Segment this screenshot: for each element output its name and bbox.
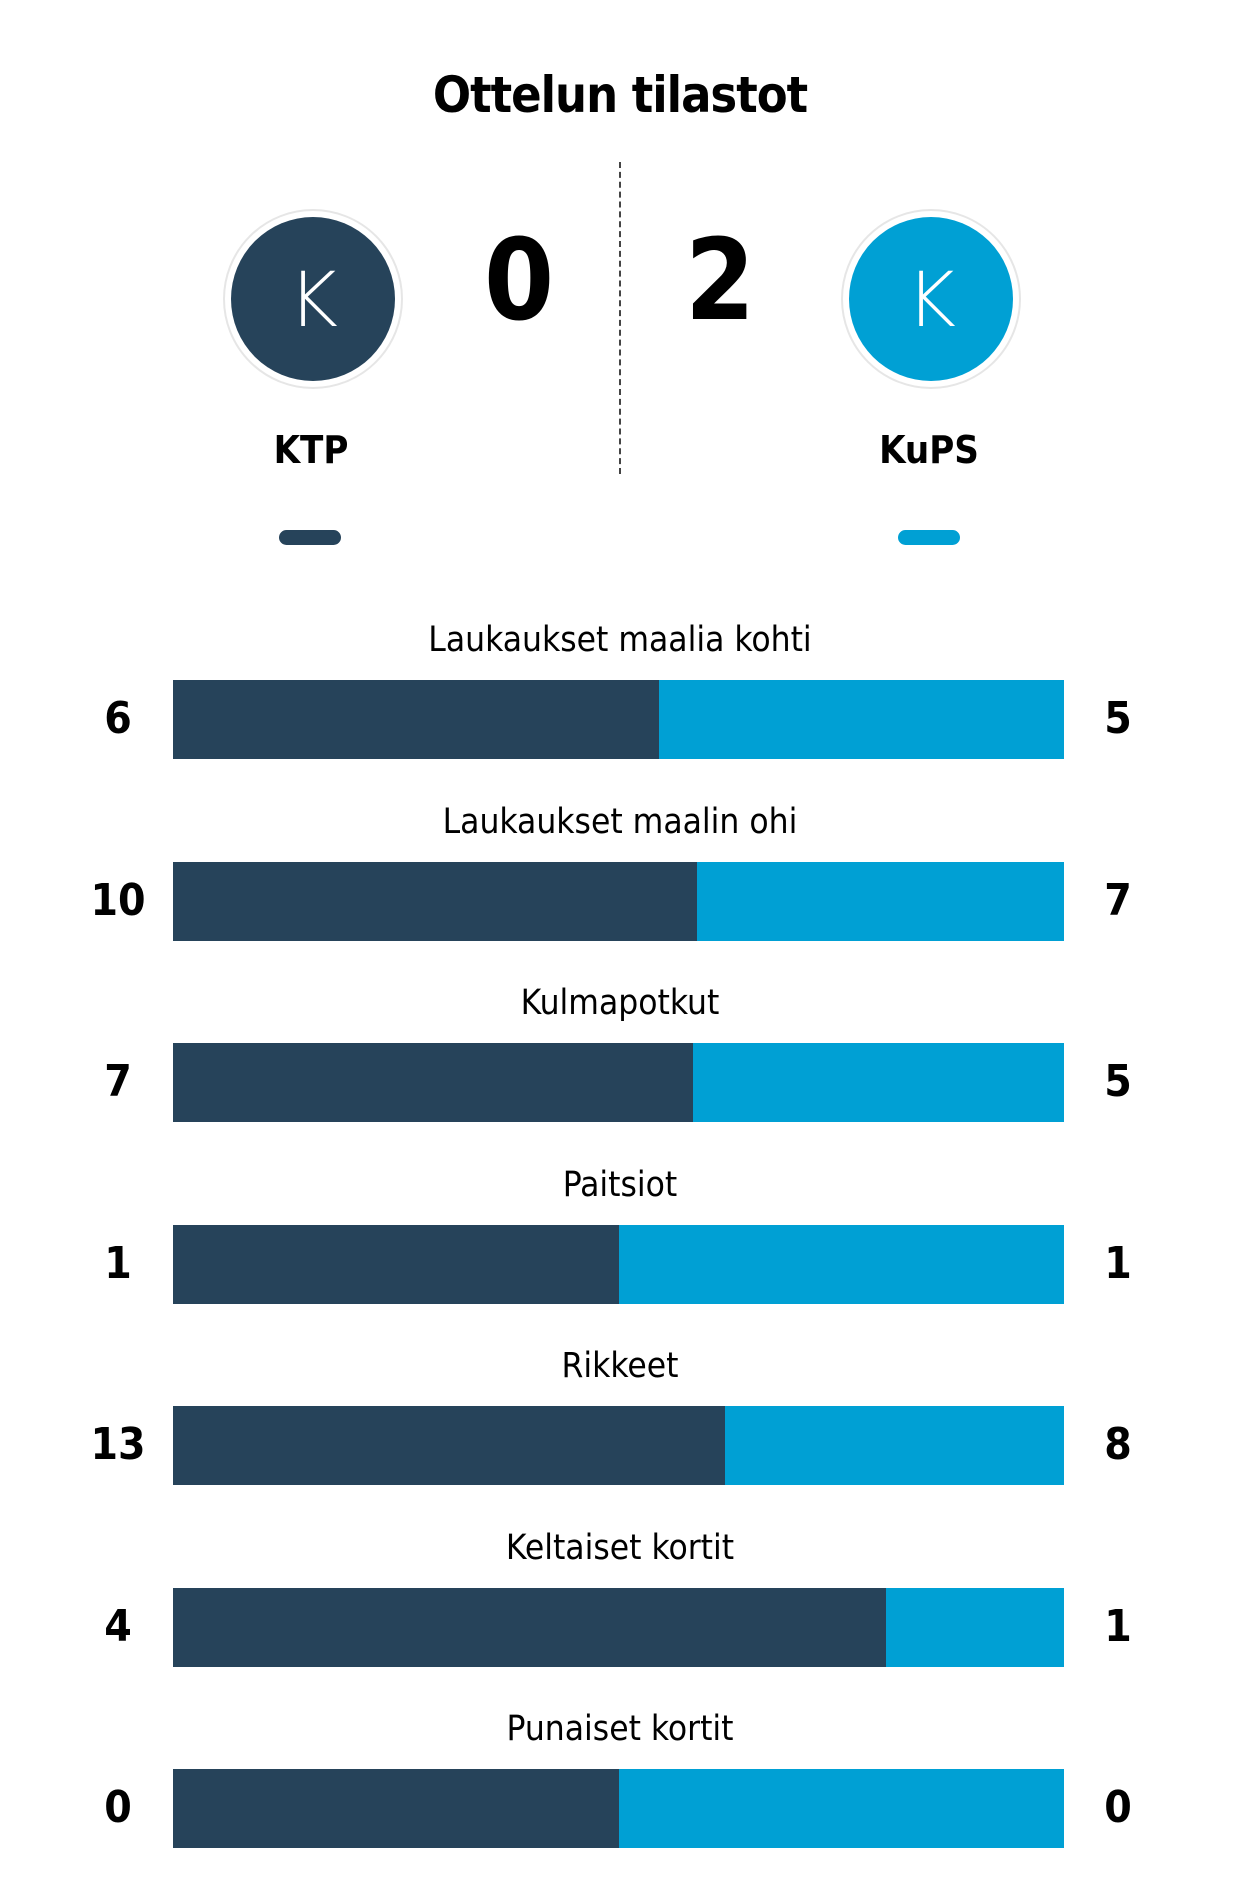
- away-color-indicator: [898, 530, 960, 545]
- page-title: Ottelun tilastot: [432, 66, 808, 124]
- away-bar-segment: [659, 680, 1064, 759]
- home-bar-segment: [173, 1406, 725, 1485]
- home-color-indicator: [279, 530, 341, 545]
- home-bar-segment: [173, 861, 698, 941]
- home-score: 0: [483, 216, 555, 346]
- stat-label: Kulmapotkut: [520, 983, 720, 1023]
- stat-bar: [173, 1769, 1064, 1848]
- away-bar-segment: [697, 861, 1064, 941]
- stat-label: Laukaukset maalia kohti: [428, 620, 812, 660]
- stat-label: Keltaiset kortit: [505, 1527, 735, 1568]
- stat-row: Keltaiset kortit 4 1: [0, 1526, 1240, 1706]
- stat-bar: [173, 1224, 1064, 1304]
- home-stat-value: 0: [104, 1782, 132, 1833]
- stat-label: Punaiset kortit: [506, 1709, 734, 1749]
- away-bar-segment: [692, 1043, 1064, 1122]
- away-stat-value: 7: [1104, 874, 1132, 926]
- home-stat-value: 10: [90, 874, 146, 926]
- home-bar-segment: [173, 1587, 886, 1667]
- stat-bar: [173, 1043, 1064, 1122]
- stat-label: Laukaukset maalin ohi: [442, 801, 798, 842]
- away-team-name: KuPS: [879, 428, 979, 472]
- stat-row: Paitsiot 1 1: [0, 1163, 1240, 1343]
- home-stat-value: 7: [104, 1056, 132, 1107]
- home-stat-value: 4: [104, 1600, 132, 1652]
- home-bar-segment: [173, 680, 659, 759]
- away-bar-segment: [618, 1224, 1064, 1304]
- away-logo-initial: K: [849, 217, 1013, 381]
- stat-bar: [173, 1406, 1064, 1485]
- stat-label: Paitsiot: [562, 1164, 678, 1205]
- home-team-logo: K: [223, 209, 403, 389]
- home-bar-segment: [173, 1043, 693, 1122]
- stat-row: Laukaukset maalia kohti 6 5: [0, 618, 1240, 798]
- away-bar-segment: [885, 1587, 1064, 1667]
- stat-row: Laukaukset maalin ohi 10 7: [0, 800, 1240, 980]
- stat-bar: [173, 680, 1064, 759]
- home-team-name: KTP: [273, 428, 349, 472]
- home-bar-segment: [173, 1224, 619, 1304]
- home-bar-segment: [173, 1769, 619, 1848]
- stat-bar: [173, 1587, 1064, 1667]
- away-stat-value: 5: [1104, 693, 1132, 744]
- away-bar-segment: [618, 1769, 1064, 1848]
- home-stat-value: 1: [104, 1237, 132, 1289]
- away-stat-value: 1: [1104, 1600, 1132, 1652]
- center-divider: [619, 162, 621, 474]
- stat-label: Rikkeet: [561, 1346, 679, 1386]
- stat-row: Kulmapotkut 7 5: [0, 981, 1240, 1161]
- home-logo-initial: K: [231, 217, 395, 381]
- away-bar-segment: [724, 1406, 1064, 1485]
- home-stat-value: 6: [104, 693, 132, 744]
- away-stat-value: 8: [1104, 1419, 1132, 1470]
- away-score: 2: [684, 216, 756, 346]
- away-stat-value: 0: [1104, 1782, 1132, 1833]
- away-team-logo: K: [841, 209, 1021, 389]
- stat-row: Rikkeet 13 8: [0, 1344, 1240, 1524]
- home-stat-value: 13: [90, 1419, 146, 1470]
- stat-bar: [173, 861, 1064, 941]
- away-stat-value: 5: [1104, 1056, 1132, 1107]
- away-stat-value: 1: [1104, 1237, 1132, 1289]
- stat-row: Punaiset kortit 0 0: [0, 1707, 1240, 1887]
